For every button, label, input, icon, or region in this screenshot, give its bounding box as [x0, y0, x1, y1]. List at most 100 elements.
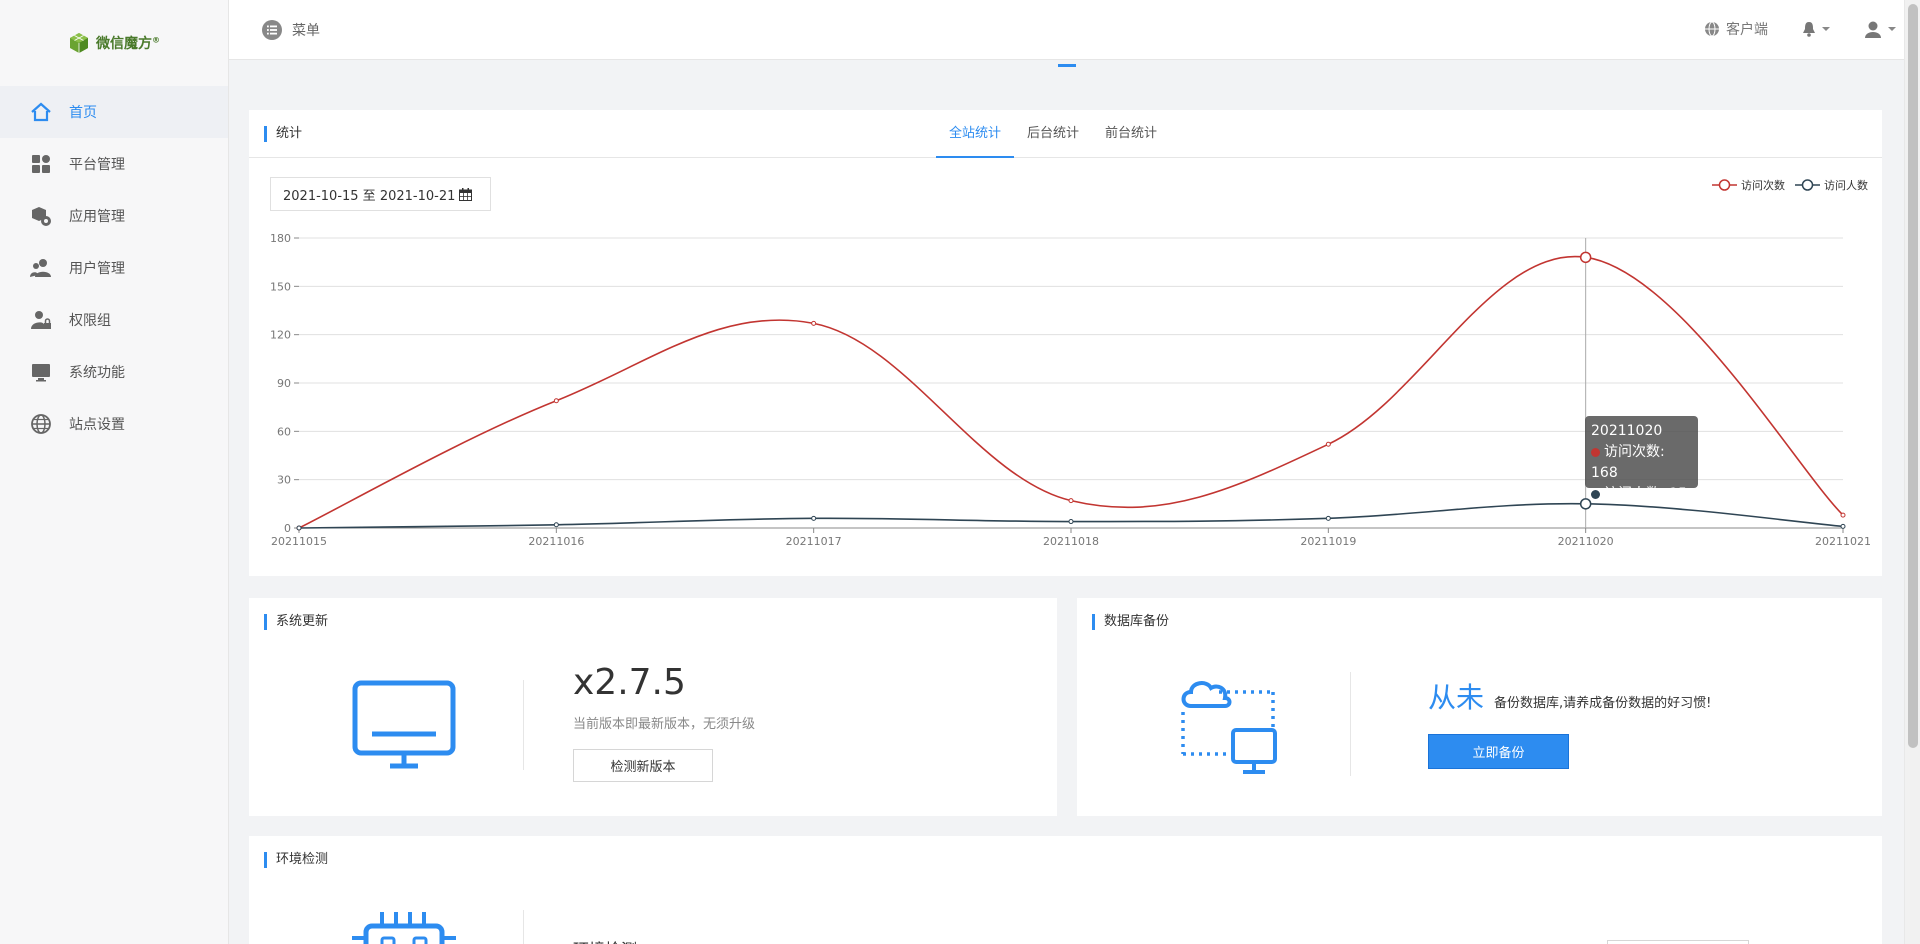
tooltip-visitors: 访问人数: 15: [1591, 484, 1692, 505]
version-number: x2.7.5: [573, 662, 686, 703]
globe-icon: [30, 413, 52, 435]
y-tick-label: 30: [277, 474, 291, 487]
chevron-down-icon: [1888, 27, 1896, 31]
sidebar-item-site-settings[interactable]: 站点设置: [0, 398, 228, 450]
users-icon: [30, 257, 52, 279]
backup-status: 从未: [1428, 681, 1485, 714]
divider: [523, 910, 524, 944]
stats-card: 统计 全站统计 后台统计 前台统计 2021-10-15 至 2021-10-2…: [249, 110, 1882, 576]
x-tick-label: 20211019: [1300, 535, 1356, 548]
menu-label: 菜单: [292, 23, 320, 39]
data-point: [1325, 515, 1331, 521]
tab-front-stats[interactable]: 前台统计: [1105, 126, 1158, 141]
client-label: 客户端: [1726, 22, 1768, 38]
legend-label: 访问人数: [1824, 179, 1868, 192]
x-tick-label: 20211017: [786, 535, 842, 548]
monitor-icon: [30, 361, 52, 383]
legend-marker-visitors: [1795, 179, 1820, 191]
topbar: 菜单 客户端: [229, 0, 1904, 60]
sidebar-item-label: 系统功能: [69, 365, 125, 381]
tab-site-stats[interactable]: 全站统计: [936, 110, 1015, 158]
backup-now-button[interactable]: 立即备份: [1428, 734, 1569, 769]
page-indicator: [1058, 64, 1076, 67]
x-tick-label: 20211020: [1558, 535, 1614, 548]
chip-icon: [352, 912, 456, 944]
date-range-value: 2021-10-15 至 2021-10-21: [283, 188, 456, 204]
data-point: [811, 515, 817, 521]
home-icon: [30, 101, 52, 123]
database-backup-card: 数据库备份 从未 备份数据库,请养成备份数据的好习惯! 立即备份: [1077, 598, 1882, 816]
page-scrollbar[interactable]: [1904, 0, 1920, 944]
tabs-divider: [249, 157, 1882, 158]
legend-item-visitors[interactable]: 访问人数: [1795, 177, 1868, 193]
data-point: [553, 398, 559, 404]
sidebar-item-label: 应用管理: [69, 209, 125, 225]
data-point: [811, 320, 817, 326]
data-point: [1840, 523, 1846, 529]
user-lock-icon: [30, 309, 52, 331]
grid-icon: [30, 153, 52, 175]
tab-admin-stats[interactable]: 后台统计: [1027, 126, 1080, 141]
y-tick-label: 90: [277, 377, 291, 390]
sidebar-item-users[interactable]: 用户管理: [0, 242, 228, 294]
globe-icon: [1705, 21, 1719, 37]
y-tick-label: 180: [270, 232, 291, 245]
sidebar-item-label: 权限组: [69, 313, 111, 329]
data-point: [1579, 498, 1592, 510]
date-range-picker[interactable]: 2021-10-15 至 2021-10-21: [270, 177, 491, 211]
monitor-icon: [352, 680, 456, 769]
bell-icon: [1803, 22, 1815, 37]
tooltip-visits: 访问次数: 168: [1591, 444, 1665, 481]
tooltip-date: 20211020: [1591, 423, 1663, 439]
notifications-dropdown[interactable]: [1802, 21, 1830, 37]
logo[interactable]: 微信魔方®: [0, 0, 228, 86]
data-point: [296, 525, 302, 531]
brand-name: 微信魔方®: [96, 35, 160, 52]
legend-item-visits[interactable]: 访问次数: [1712, 177, 1785, 193]
update-title: 系统更新: [264, 614, 328, 630]
y-tick-label: 120: [270, 329, 291, 342]
box-gear-icon: [30, 205, 52, 227]
environment-check-card: 环境检测 环境检测: [249, 836, 1882, 944]
x-tick-label: 20211018: [1043, 535, 1099, 548]
sidebar-item-roles[interactable]: 权限组: [0, 294, 228, 346]
chevron-down-icon: [1822, 27, 1830, 31]
x-tick-label: 20211021: [1815, 535, 1871, 548]
sidebar-item-apps[interactable]: 应用管理: [0, 190, 228, 242]
series-line-visitors: [298, 502, 1844, 529]
data-point: [1325, 441, 1331, 447]
data-point: [1840, 512, 1846, 518]
user-dropdown[interactable]: [1864, 20, 1896, 38]
backup-description: 备份数据库,请养成备份数据的好习惯!: [1494, 696, 1712, 711]
line-chart[interactable]: 0 30 60 90 120 150 180 20211015 20211016 20211017…: [249, 158, 1882, 576]
series-line-visits: [298, 255, 1844, 529]
client-link[interactable]: 客户端: [1704, 19, 1768, 39]
env-heading: 环境检测: [573, 936, 637, 944]
user-icon: [1865, 21, 1881, 38]
check-update-button[interactable]: 检测新版本: [573, 749, 713, 782]
env-title: 环境检测: [264, 852, 328, 868]
sidebar-item-label: 首页: [69, 105, 97, 121]
sidebar-item-system[interactable]: 系统功能: [0, 346, 228, 398]
env-action-button[interactable]: [1607, 940, 1749, 944]
divider: [523, 680, 524, 770]
cloud-backup-icon: [1181, 681, 1277, 774]
y-tick-label: 150: [270, 280, 291, 293]
menu-toggle-button[interactable]: 菜单: [261, 19, 320, 41]
sidebar-item-label: 站点设置: [69, 417, 125, 433]
stats-title: 统计: [264, 126, 302, 142]
stats-tabs: 全站统计 后台统计 前台统计: [936, 110, 1170, 158]
topbar-actions: 客户端: [1704, 19, 1896, 39]
x-tick-label: 20211016: [528, 535, 584, 548]
data-point: [1068, 519, 1074, 525]
data-point: [553, 522, 559, 528]
sidebar-item-home[interactable]: 首页: [0, 86, 228, 138]
scrollbar-thumb[interactable]: [1908, 4, 1918, 748]
sidebar-item-label: 用户管理: [69, 261, 125, 277]
backup-title: 数据库备份: [1092, 614, 1169, 630]
sidebar: 微信魔方® 首页 平台管理 应用管理 用户管理 权限组 系统功能: [0, 0, 229, 944]
sidebar-item-platform[interactable]: 平台管理: [0, 138, 228, 190]
data-point: [1579, 251, 1592, 264]
y-tick-label: 0: [284, 522, 291, 535]
divider: [1350, 672, 1351, 776]
